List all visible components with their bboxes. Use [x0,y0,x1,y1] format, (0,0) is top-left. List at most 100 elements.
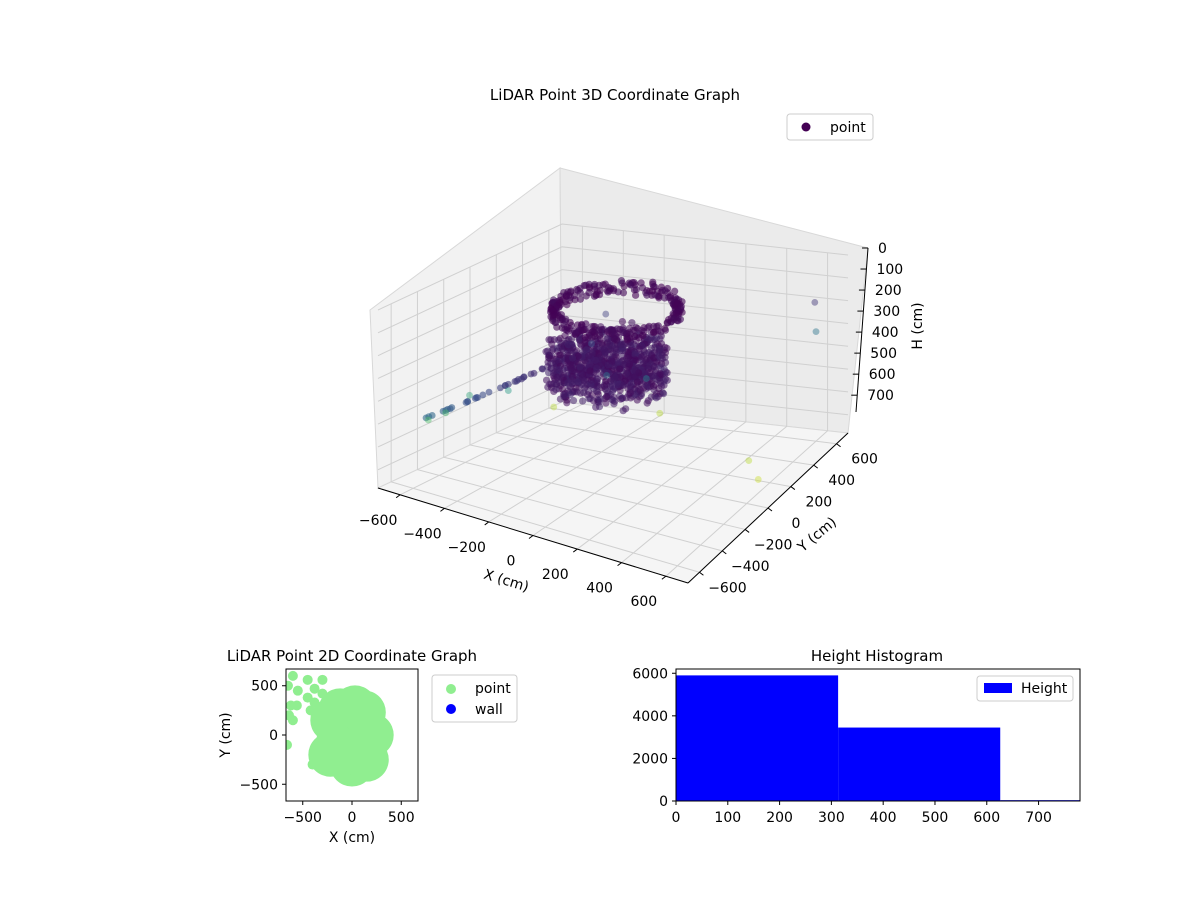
point-3d [673,316,681,325]
tick-label-z-3d: 200 [875,283,902,299]
point-3d [550,403,558,411]
point-3d [632,356,640,364]
point-3d [632,323,640,332]
point-3d [617,341,625,349]
grid-line-y [548,230,837,445]
point-3d [479,391,487,399]
point-3d [609,396,617,404]
point-3d [811,298,819,306]
point-3d [504,387,512,394]
point-3d [567,364,575,372]
tick-label-y-3d: −200 [754,537,792,553]
point-3d [622,405,630,413]
tick-label-y-3d: 200 [805,495,832,511]
axes-frame-hist [675,668,1081,802]
point-3d [578,320,586,329]
tick-x-3d [617,562,622,567]
point-3d [617,277,626,285]
tick-label-y-3d: −600 [708,580,746,596]
point-3d [745,457,753,465]
tick-y-3d [836,443,841,448]
tick-y-3d [721,550,727,555]
point-3d [635,334,643,342]
point-3d [662,368,670,376]
point-3d [622,394,630,402]
point-3d [576,363,584,371]
point-3d [564,341,572,349]
point-3d [622,370,630,378]
point-3d [633,378,642,386]
point-3d [623,336,631,344]
point-3d [587,380,595,388]
tick-label-x-hist: 600 [973,810,1000,826]
tick-y-3d [813,464,819,469]
point-3d [584,388,593,396]
point-3d [562,315,570,323]
point-3d [631,372,639,380]
point-3d [585,289,593,297]
point-3d [656,369,664,378]
histogram-bar [838,727,1001,801]
tick-label-x-2d: 0 [348,810,357,826]
point-3d [544,354,553,362]
point-2d [286,680,293,691]
point-3d [665,293,673,302]
point-3d [651,328,659,336]
point-3d [586,367,594,375]
point-3d [556,351,564,359]
tick-label-y-2d: 500 [251,679,278,695]
point-3d [566,390,574,399]
points-2d [286,670,394,787]
point-3d [620,282,628,290]
title-2d: LiDAR Point 2D Coordinate Graph [227,647,477,665]
legend-3d-label: point [830,120,866,136]
tick-label-z-3d: 0 [878,241,887,257]
title-3d: LiDAR Point 3D Coordinate Graph [490,86,740,104]
point-3d [636,387,644,395]
point-3d [652,394,660,402]
tick-label-z-3d: 300 [873,304,900,320]
point-3d [515,376,522,383]
point-3d [602,393,611,401]
point-3d [593,378,601,386]
grid-line-z [377,223,849,311]
legend-wall-marker-2d [446,704,456,714]
tick-label-x-3d: 600 [630,594,657,610]
tick-label-y-hist: 0 [659,794,668,810]
point-2d [286,739,292,750]
point-3d [654,322,662,330]
point-3d [424,416,432,424]
point-3d [569,396,578,405]
point-3d [661,326,670,334]
legend-point-marker [801,122,811,132]
tick-x-3d [395,494,401,499]
grid-line-y [416,291,723,552]
point-3d [635,345,643,353]
legend-height-swatch [984,683,1012,693]
point-3d [466,391,473,399]
point-3d [640,327,648,336]
point-3d [599,358,607,367]
point-3d [632,285,640,294]
point-2d [307,759,318,770]
point-3d [571,296,579,304]
chart-histogram: Height Histogram 0 100 200 300 400 500 600 7000… [632,647,1081,826]
point-3d [593,287,601,296]
point-3d [642,289,650,297]
legend-hist-label: Height [1021,681,1068,697]
grid-line-x [532,239,706,536]
point-3d [643,354,651,363]
tick-label-x-hist: 500 [922,810,949,826]
point-3d [608,357,616,365]
point-3d [563,326,571,334]
point-3d [812,328,820,336]
point-3d [501,382,509,389]
chart-2d: LiDAR Point 2D Coordinate Graph −500 0 500… [218,647,518,846]
tick-label-x-3d: −200 [447,540,485,556]
point-3d [657,340,666,348]
point-3d [581,333,589,341]
point-3d [640,369,648,378]
point-3d [588,340,595,348]
legend-2d-wall: wall [475,702,503,718]
point-3d [625,363,633,371]
